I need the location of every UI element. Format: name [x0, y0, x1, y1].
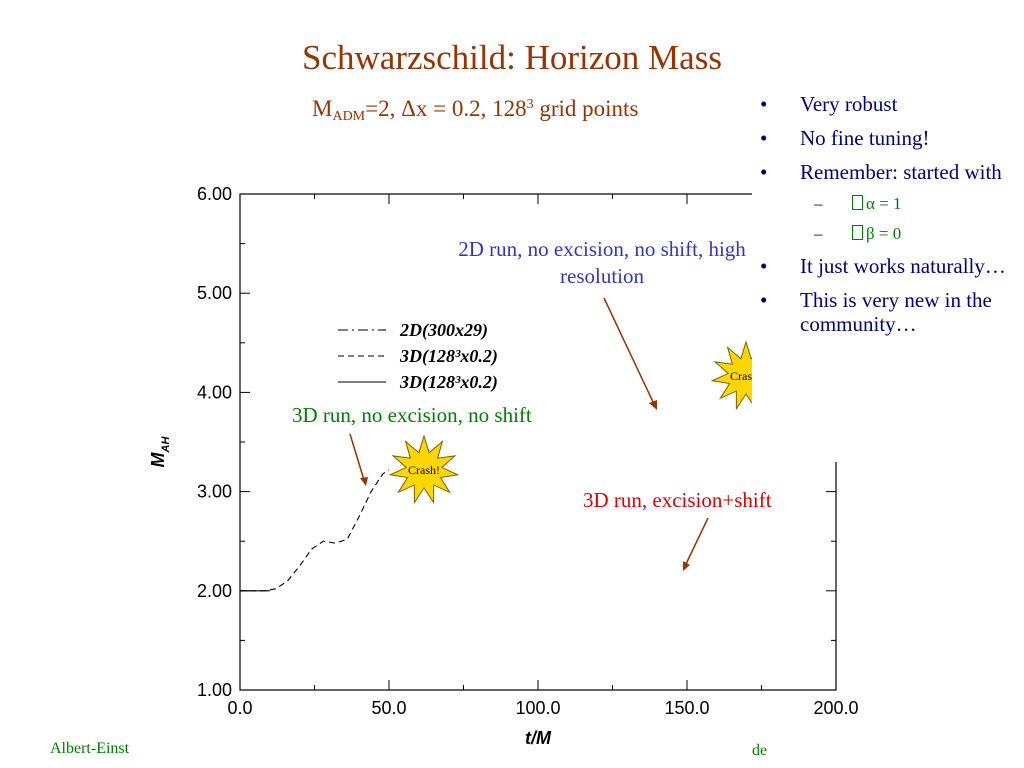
y-tick-label: 4.00	[197, 382, 232, 402]
bullet-marker: •	[760, 126, 768, 150]
bullet-item: • This is very new in the community…	[756, 288, 1018, 336]
x-tick-label: 50.0	[371, 698, 406, 718]
bullet-list: • Very robust • No fine tuning! • Remember:…	[756, 92, 1018, 346]
sub-bullet-item: – β = 0	[756, 224, 1018, 244]
y-axis-label-sub: AH	[160, 436, 172, 454]
y-axis-label: MAH	[148, 436, 172, 468]
x-tick-label: 0.0	[227, 698, 252, 718]
bullet-text-backdrop	[752, 90, 1024, 462]
legend-label: 2D(300x29)	[399, 320, 488, 341]
arrowhead-3d-excision	[683, 561, 690, 571]
crash-label: Crash!	[408, 463, 440, 477]
arrow-3d-excision	[685, 517, 709, 565]
bullet-text: Very robust	[800, 92, 898, 116]
annotation-2d-run: 2D run, no excision, no shift, high reso…	[458, 237, 746, 288]
sub-bullet-marker: –	[814, 194, 823, 213]
axis-ticks	[239, 193, 837, 691]
y-tick-label: 2.00	[197, 581, 232, 601]
legend: 2D(300x29) 3D(128³x0.2) 3D(128³x0.2)	[338, 320, 498, 393]
bullet-text: Remember: started with	[800, 160, 1002, 184]
annotation-3d-run-no-excision: 3D run, no excision, no shift	[292, 403, 532, 427]
x-tick-label: 100.0	[515, 698, 560, 718]
arrow-2d	[603, 297, 655, 405]
placeholder-box-icon	[852, 225, 863, 240]
bullet-text: This is very new in the community…	[800, 288, 992, 336]
bullet-item: • Remember: started with	[756, 160, 1018, 184]
sub-bullet-text: α = 1	[866, 194, 902, 213]
subtitle-m: M	[312, 96, 333, 121]
arrow-3d-noexcision	[349, 433, 365, 481]
sub-bullet-marker: –	[814, 224, 823, 243]
footer-url-fragment: de	[752, 742, 768, 759]
footer-institution: Albert-Einst	[50, 740, 130, 757]
bullet-item: • Very robust	[756, 92, 1018, 116]
bullet-text: No fine tuning!	[800, 126, 930, 150]
bullet-marker: •	[760, 254, 768, 278]
slide-subtitle: MADM=2, Δx = 0.2, 1283 grid points	[312, 96, 638, 125]
sub-bullet-text: β = 0	[866, 224, 902, 243]
legend-label: 3D(128³x0.2)	[399, 372, 498, 393]
bullet-marker: •	[760, 92, 768, 116]
x-tick-label: 150.0	[664, 698, 709, 718]
y-tick-label: 6.00	[197, 184, 232, 204]
bullet-item: • It just works naturally…	[756, 254, 1018, 278]
subtitle-tail: grid points	[533, 96, 639, 121]
y-tick-label: 1.00	[197, 680, 232, 700]
legend-label: 3D(128³x0.2)	[399, 346, 498, 367]
arrowhead-3d-noexcision	[360, 477, 368, 486]
crash-starburst	[388, 434, 460, 505]
bullet-item: • No fine tuning!	[756, 126, 1018, 150]
sub-bullet-item: – α = 1	[756, 194, 1018, 214]
subtitle-exponent: 3	[526, 97, 534, 112]
subtitle-m-subscript: ADM	[332, 109, 366, 124]
bullet-marker: •	[760, 160, 768, 184]
series-line-dashed	[240, 469, 390, 592]
arrowhead-2d	[649, 400, 657, 410]
x-axis-label: t/M	[525, 728, 552, 748]
data-series	[240, 469, 390, 592]
slide-title: Schwarzschild: Horizon Mass	[302, 38, 722, 77]
annotation-3d-run-excision-shift: 3D run, excision+shift	[583, 488, 772, 512]
x-tick-label: 200.0	[813, 698, 858, 718]
y-tick-label: 5.00	[197, 283, 232, 303]
bullet-text: It just works naturally…	[800, 254, 1006, 278]
tick-labels: 0.0 50.0 100.0 150.0 200.0 1.00 2.00 3.00 4.00 5.…	[197, 184, 859, 718]
bullet-marker: •	[760, 288, 768, 312]
y-tick-label: 3.00	[197, 482, 232, 502]
placeholder-box-icon	[852, 195, 863, 210]
y-axis-label-main: M	[148, 451, 168, 467]
subtitle-text: =2, Δx = 0.2, 128	[365, 96, 527, 121]
